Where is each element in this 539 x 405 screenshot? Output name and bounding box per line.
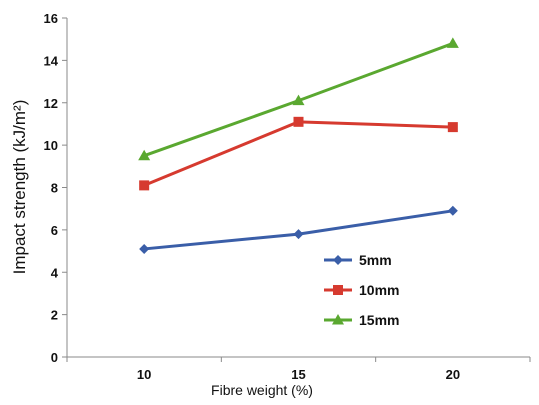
legend-marker-5mm xyxy=(333,255,343,265)
legend-label-10mm: 10mm xyxy=(359,282,399,298)
data-point-15mm xyxy=(292,94,305,106)
data-point-5mm xyxy=(139,243,150,254)
y-tick-label: 12 xyxy=(44,96,58,111)
data-point-10mm xyxy=(139,180,150,191)
data-point-10mm xyxy=(447,122,458,133)
legend-label-15mm: 15mm xyxy=(359,312,399,328)
x-tick-label: 20 xyxy=(446,367,460,382)
y-tick-label: 8 xyxy=(51,181,58,196)
series-layer xyxy=(138,37,459,254)
series-line-10mm xyxy=(143,120,453,187)
x-tick-label: 15 xyxy=(291,367,305,382)
y-tick-label: 0 xyxy=(51,350,58,365)
data-point-10mm xyxy=(293,116,304,127)
y-tick-label: 4 xyxy=(51,265,59,280)
legend-label-5mm: 5mm xyxy=(359,252,392,268)
legend: 5mm 10mm 15mm xyxy=(324,252,399,328)
axes: 0 2 4 6 8 10 12 14 16 10 15 20 xyxy=(44,11,531,382)
y-axis-title: Impact strength (kJ/m²) xyxy=(10,100,29,275)
y-tick-label: 2 xyxy=(51,308,58,323)
y-tick-label: 6 xyxy=(51,223,58,238)
y-tick-label: 10 xyxy=(44,138,58,153)
legend-marker-15mm xyxy=(332,314,344,325)
data-point-5mm xyxy=(293,229,304,240)
y-tick-label: 16 xyxy=(44,11,58,26)
data-point-5mm xyxy=(447,205,458,216)
x-axis-title: Fibre weight (%) xyxy=(211,382,313,398)
data-point-15mm xyxy=(138,149,151,161)
y-tick-label: 14 xyxy=(44,53,59,68)
legend-marker-10mm xyxy=(333,285,343,295)
data-point-15mm xyxy=(446,37,459,48)
x-tick-label: 10 xyxy=(137,367,151,382)
